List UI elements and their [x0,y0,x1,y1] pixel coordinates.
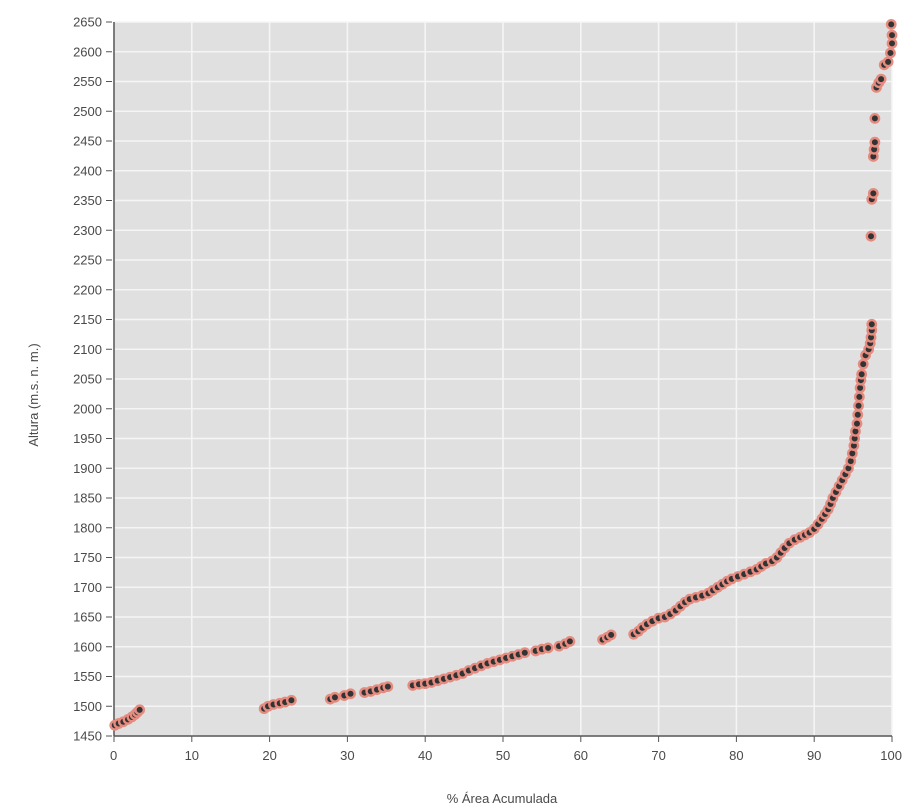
data-point [886,29,898,41]
data-point [285,694,297,706]
data-point [885,47,896,59]
data-point [867,187,879,199]
y-tick-label: 1750 [73,550,102,565]
y-tick-label: 2000 [73,401,102,416]
y-tick-label: 1800 [73,520,102,535]
y-tick-label: 1700 [73,580,102,595]
y-tick-label: 2050 [73,372,102,387]
data-point [382,681,394,693]
data-point [853,391,865,403]
y-tick-label: 1450 [73,729,102,744]
y-tick-label: 1650 [73,610,102,625]
data-point [853,400,864,412]
x-tick-label: 70 [651,748,665,763]
data-point [134,704,146,716]
y-tick-label: 1500 [73,699,102,714]
data-point [869,112,881,124]
tick-marks: 0 10 20 30 40 50 60 70 80 90 100 1450 1500 1550 1600 16… [73,15,902,764]
x-tick-label: 30 [340,748,354,763]
data-point [885,18,897,30]
data-point [869,136,881,148]
x-tick-label: 60 [574,748,588,763]
data-point [857,358,869,370]
y-tick-label: 2400 [73,163,102,178]
data-point [564,635,576,647]
data-point [882,56,894,68]
data-points [109,18,898,731]
y-tick-label: 2100 [73,342,102,357]
data-point [542,642,554,654]
x-tick-label: 0 [110,748,117,763]
x-tick-label: 100 [880,748,902,763]
data-point [866,318,878,330]
x-tick-label: 90 [807,748,821,763]
y-tick-label: 1850 [73,491,102,506]
y-tick-label: 2250 [73,253,102,268]
y-tick-label: 1550 [73,669,102,684]
y-tick-label: 2300 [73,223,102,238]
x-tick-label: 40 [418,748,432,763]
x-axis-title: % Área Acumulada [447,791,558,806]
y-tick-label: 2550 [73,74,102,89]
y-tick-label: 2350 [73,193,102,208]
data-point [875,73,887,85]
y-tick-label: 2650 [73,15,102,30]
y-tick-label: 2500 [73,104,102,119]
y-tick-label: 2450 [73,134,102,149]
data-point [519,647,531,659]
x-tick-label: 80 [729,748,743,763]
y-tick-label: 1950 [73,431,102,446]
y-axis-title: Altura (m.s. n. m.) [26,343,41,446]
x-tick-label: 20 [262,748,276,763]
data-point [852,409,864,421]
data-point [856,368,868,380]
x-tick-label: 10 [185,748,199,763]
data-point [851,418,863,430]
data-point [329,691,341,703]
data-point [345,688,356,700]
y-tick-label: 2150 [73,312,102,327]
y-tick-label: 2600 [73,44,102,59]
grid-lines [113,21,893,737]
data-point [605,629,617,641]
y-tick-label: 1900 [73,461,102,476]
y-tick-label: 2200 [73,282,102,297]
y-tick-label: 1600 [73,639,102,654]
data-point [865,230,877,242]
x-tick-label: 50 [496,748,510,763]
